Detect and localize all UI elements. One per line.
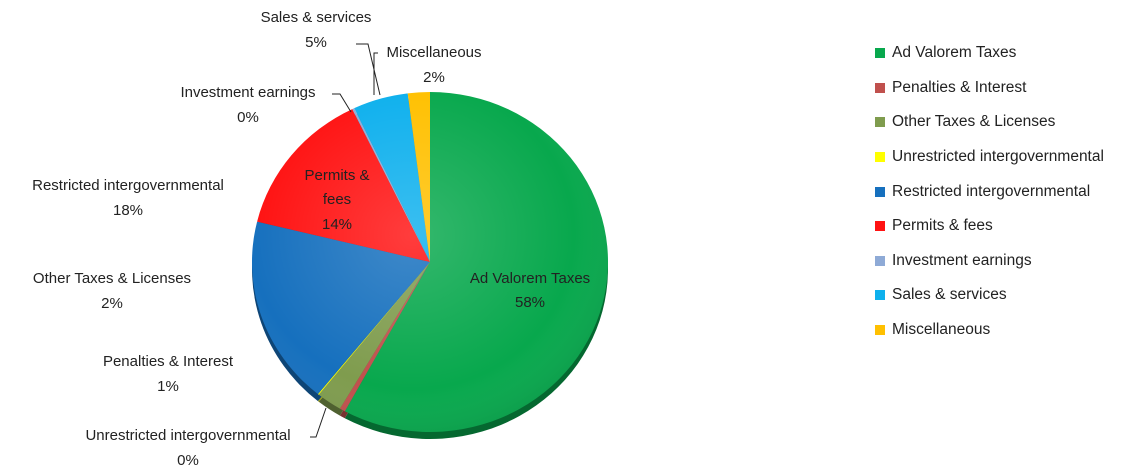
data-label-pct-penalties-and-interest: 1% [157,378,179,395]
legend-label-permits-and-fees: Permits & fees [892,217,993,235]
legend: Ad Valorem Taxes Penalties & Interest Othe… [875,36,1104,347]
leader-line-unrestricted-intergovernmental [310,407,327,438]
legend-swatch-permits-and-fees [875,221,885,232]
legend-label-restricted-intergovernmental: Restricted intergovernmental [892,182,1091,200]
legend-swatch-penalties-and-interest [875,82,885,93]
data-label-unrestricted-intergovernmental: Unrestricted intergovernmental [85,427,290,444]
data-label-permits-and-fees-line-2: fees [323,191,351,208]
legend-label-sales-and-services: Sales & services [892,286,1007,304]
data-label-penalties-and-interest: Penalties & Interest [103,353,234,370]
legend-label-penalties-and-interest: Penalties & Interest [892,78,1027,96]
data-label-pct-ad-valorem-taxes: 58% [515,294,545,311]
data-label-ad-valorem-taxes: Ad Valorem Taxes [470,270,590,287]
legend-swatch-ad-valorem-taxes [875,48,885,59]
legend-swatch-miscellaneous [875,325,885,336]
legend-item-ad-valorem-taxes: Ad Valorem Taxes [875,36,1104,71]
data-label-restricted-intergovernmental: Restricted intergovernmental [32,177,224,194]
data-label-pct-investment-earnings: 0% [237,109,259,126]
data-label-pct-other-taxes-and-licenses: 2% [101,295,123,312]
data-label-pct-restricted-intergovernmental: 18% [113,202,143,219]
data-label-investment-earnings: Investment earnings [180,84,315,101]
legend-label-miscellaneous: Miscellaneous [892,321,991,339]
legend-item-restricted-intergovernmental: Restricted intergovernmental [875,174,1104,209]
legend-swatch-sales-and-services [875,290,885,301]
legend-item-miscellaneous: Miscellaneous [875,313,1104,348]
leader-line-investment-earnings [332,93,352,113]
legend-item-unrestricted-intergovernmental: Unrestricted intergovernmental [875,140,1104,175]
legend-item-investment-earnings: Investment earnings [875,244,1104,279]
data-label-pct-sales-and-services: 5% [305,34,327,51]
data-label-pct-permits-and-fees: 14% [322,216,352,233]
legend-item-penalties-and-interest: Penalties & Interest [875,71,1104,106]
leader-line-sales-and-services [356,43,381,96]
legend-swatch-unrestricted-intergovernmental [875,152,885,163]
data-label-pct-unrestricted-intergovernmental: 0% [177,452,199,467]
data-label-other-taxes-and-licenses: Other Taxes & Licenses [33,270,191,287]
legend-label-unrestricted-intergovernmental: Unrestricted intergovernmental [892,148,1104,166]
leader-line-miscellaneous [373,52,378,95]
legend-label-other-taxes-and-licenses: Other Taxes & Licenses [892,113,1056,131]
data-label-pct-miscellaneous: 2% [423,69,445,86]
legend-swatch-restricted-intergovernmental [875,186,885,197]
legend-item-sales-and-services: Sales & services [875,278,1104,313]
data-label-sales-and-services: Sales & services [261,9,372,26]
legend-item-permits-and-fees: Permits & fees [875,209,1104,244]
data-label-miscellaneous: Miscellaneous [386,44,481,61]
legend-label-investment-earnings: Investment earnings [892,251,1032,269]
data-label-permits-and-fees-line-1: Permits & [304,167,369,184]
legend-label-ad-valorem-taxes: Ad Valorem Taxes [892,44,1017,62]
legend-item-other-taxes-and-licenses: Other Taxes & Licenses [875,105,1104,140]
legend-swatch-other-taxes-and-licenses [875,117,885,128]
legend-swatch-investment-earnings [875,255,885,266]
